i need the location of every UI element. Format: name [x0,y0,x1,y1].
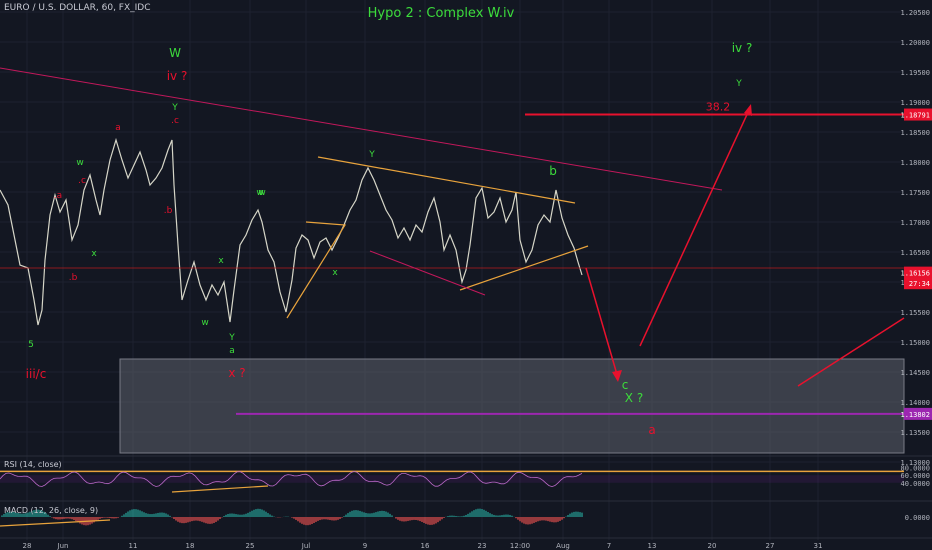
x-tick-label: Aug [556,542,570,550]
y-tick-label: 1.17500 [900,189,930,197]
wave-label: c [622,378,629,392]
arrow-head [612,370,622,382]
macd-trendline [0,519,111,527]
rsi-trendline [171,485,269,493]
x-tick-label: Jul [301,542,311,550]
x-tick-label: 31 [814,542,823,550]
triangle-lower [459,245,589,291]
wave-label: x [332,268,338,278]
triangle-upper [317,156,576,204]
wave-label: w [201,318,208,328]
x-tick-label: 25 [246,542,255,550]
wave-label: iii/c [26,367,47,381]
x-tick-label: 9 [363,542,367,550]
wave-label: .c [78,176,86,186]
wave-label: X ? [625,391,643,405]
price-badge [904,277,932,290]
rsi-band [0,475,904,483]
y-tick-label: 1.19500 [900,69,930,77]
rsi-line [0,470,583,488]
channel-lower [369,250,486,296]
rsi-tick-label: 60.0000 [900,472,930,480]
y-tick-label: 1.13500 [900,429,930,437]
y-tick-label: 1.20000 [900,39,930,47]
x-tick-label: 12:00 [510,542,530,550]
x-tick-label: 7 [607,542,611,550]
y-tick-label: 1.15500 [900,309,930,317]
wave-label: w [76,158,83,168]
arrow-head [744,104,752,116]
y-tick-label: 1.15000 [900,339,930,347]
y-tick-label: 1.14500 [900,369,930,377]
symbol-header: EURO / U.S. DOLLAR, 60, FX_IDC [4,3,151,13]
trendline [0,67,723,191]
x-tick-label: 28 [23,542,32,550]
y-tick-label: 1.13000 [900,459,930,467]
y-tick-label: 1.17000 [900,219,930,227]
wave-label: a [229,346,235,356]
x-tick-label: 18 [186,542,195,550]
y-tick-label: 1.20500 [900,9,930,17]
fib-level-label: 38.2 [706,101,731,114]
projection-up [639,107,751,347]
wave-label: b [549,164,557,178]
x-tick-label: 23 [478,542,487,550]
projection-down [585,267,619,379]
wave-label: .b [164,206,173,216]
wave-label: a [115,123,121,133]
x-tick-label: 20 [708,542,717,550]
wave-label: .a [54,191,62,201]
x-tick-label: 27 [766,542,775,550]
wave-label: W [169,46,181,60]
small-pattern [286,221,347,319]
wave-label: w [256,188,263,198]
price-badge-label: 27:34 [909,280,930,288]
x-tick-label: Jun [57,542,69,550]
price-badge [904,108,932,121]
rsi-tick-label: 80.0000 [900,465,930,473]
wave-label: Y [735,79,742,89]
price-badge-label: 1.13802 [900,411,930,419]
target-zone [119,358,905,454]
rsi-tick-label: 40.0000 [900,480,930,488]
wave-label: w [258,188,265,198]
price-badge [904,266,932,279]
price-series [0,137,583,326]
wave-label: 5 [28,340,34,350]
wave-label: Y [368,150,375,160]
wave-label: x [218,256,224,266]
macd-tick-label: 0.0000 [905,514,930,522]
price-badge-label: 1.18791 [900,112,930,120]
macd-label: MACD (12, 26, close, 9) [4,506,99,515]
x-tick-label: 16 [421,542,430,550]
price-badge-label: 1.16156 [900,270,930,278]
wave-label: .b [69,273,78,283]
y-tick-label: 1.18000 [900,159,930,167]
rsi-label: RSI (14, close) [4,460,62,469]
wave-label: Y [171,103,178,113]
wave-label: x [91,249,97,259]
wave-label: iv ? [732,41,753,55]
wave-label: Y [228,333,235,343]
wave-label: x ? [228,366,245,380]
x-tick-label: 13 [648,542,657,550]
wave-label: .c [171,116,179,126]
y-tick-label: 1.16500 [900,249,930,257]
projection-right [797,317,905,387]
wave-label: a [648,423,655,437]
price-axis: 1.20500 1.20000 1.19500 1.19000 1.18500 1.180… [900,9,932,467]
y-tick-label: 1.19000 [900,99,930,107]
grid [0,0,904,540]
y-tick-label: 1.14000 [900,399,930,407]
wave-label: iv ? [167,69,188,83]
price-badge [904,407,932,420]
x-tick-label: 11 [129,542,138,550]
y-tick-label: 1.18500 [900,129,930,137]
chart-title: Hypo 2 : Complex W.iv [367,6,515,21]
